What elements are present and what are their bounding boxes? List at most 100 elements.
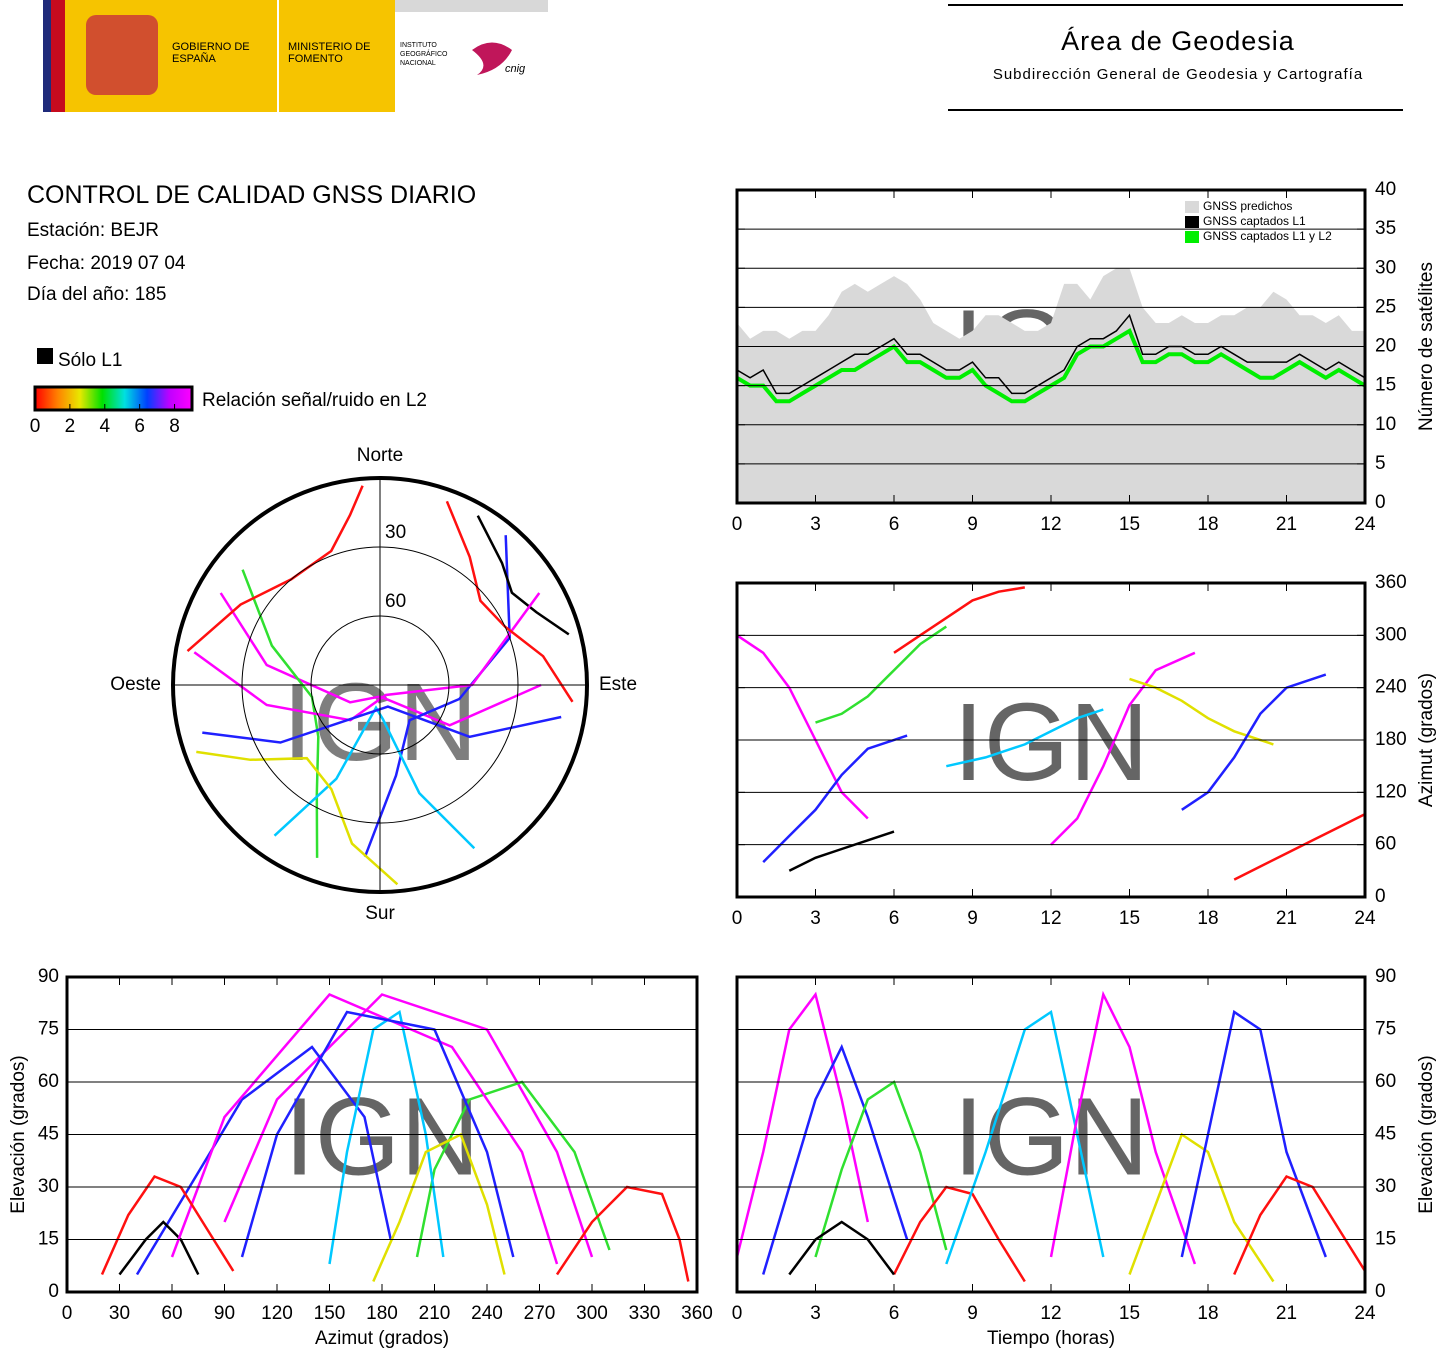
y-tick-label: 240 bbox=[1375, 677, 1407, 698]
x-tick-label: 15 bbox=[1119, 514, 1140, 535]
legend-label: GNSS captados L1 y L2 bbox=[1203, 229, 1332, 243]
legend-swatch bbox=[37, 348, 53, 364]
satellite-track bbox=[555, 1185, 690, 1282]
x-tick-label: 15 bbox=[1119, 908, 1140, 929]
x-tick-label: 15 bbox=[1119, 1303, 1140, 1324]
y-tick-label: 60 bbox=[1375, 834, 1396, 855]
elevation-ring bbox=[310, 615, 450, 755]
satellite-track bbox=[788, 830, 895, 872]
colorbar-tick-label: 8 bbox=[169, 416, 180, 437]
x-tick-label: 330 bbox=[629, 1303, 661, 1324]
institute-text: INSTITUTO GEOGRÁFICO NACIONAL bbox=[400, 42, 448, 67]
satellite-track bbox=[223, 993, 594, 1258]
legend-label: GNSS captados L1 bbox=[1203, 214, 1306, 228]
satellite-track bbox=[372, 1132, 506, 1283]
y-tick-label: 120 bbox=[1375, 781, 1407, 802]
y-tick-label: 300 bbox=[1375, 624, 1407, 645]
colorbar-tick-label: 6 bbox=[134, 416, 145, 437]
x-tick-label: 6 bbox=[889, 1303, 900, 1324]
ministry-text: MINISTERIO DE FOMENTO bbox=[288, 41, 371, 65]
x-tick-label: 60 bbox=[161, 1303, 182, 1324]
x-tick-label: 0 bbox=[732, 514, 743, 535]
satellite-track bbox=[1128, 1132, 1275, 1283]
legend-label: GNSS predichos bbox=[1203, 199, 1292, 213]
x-tick-label: 9 bbox=[967, 514, 978, 535]
y-tick-label: 0 bbox=[1375, 1281, 1386, 1302]
satellite-track bbox=[735, 991, 870, 1258]
satellite-track bbox=[445, 500, 574, 703]
y-axis-label: Azimut (grados) bbox=[1416, 673, 1437, 807]
x-tick-label: 0 bbox=[62, 1303, 73, 1324]
direction-label: Norte bbox=[357, 445, 403, 466]
satellite-track bbox=[202, 705, 562, 744]
x-tick-label: 0 bbox=[732, 908, 743, 929]
y-tick-label: 75 bbox=[1375, 1019, 1396, 1040]
gray-band bbox=[395, 0, 548, 12]
x-tick-label: 12 bbox=[1040, 1303, 1061, 1324]
plot: IGN bbox=[953, 1076, 1149, 1199]
satellite-track bbox=[118, 1220, 200, 1276]
x-tick-label: 120 bbox=[261, 1303, 293, 1324]
satellite-track bbox=[476, 515, 570, 636]
x-tick-label: 24 bbox=[1354, 908, 1376, 929]
y-tick-label: 45 bbox=[1375, 1124, 1396, 1145]
date: Fecha: 2019 07 04 bbox=[27, 253, 186, 274]
x-tick-label: 300 bbox=[576, 1303, 608, 1324]
day-of-year: Día del año: 185 bbox=[27, 284, 166, 305]
satellite-track bbox=[1050, 651, 1196, 846]
flag-stripe bbox=[51, 0, 65, 112]
x-tick-label: 21 bbox=[1276, 514, 1297, 535]
x-tick-label: 210 bbox=[419, 1303, 451, 1324]
satellite-track bbox=[945, 1009, 1105, 1265]
satellite-track bbox=[135, 1045, 392, 1276]
watermark: IGN bbox=[284, 1076, 480, 1199]
x-tick-label: 90 bbox=[214, 1303, 235, 1324]
satellite-track bbox=[1233, 812, 1366, 881]
area-title: Área de Geodesia bbox=[1061, 26, 1295, 56]
watermark: IGN bbox=[953, 1076, 1149, 1199]
x-tick-label: 18 bbox=[1197, 514, 1218, 535]
x-tick-label: 21 bbox=[1276, 1303, 1297, 1324]
x-tick-label: 3 bbox=[810, 908, 821, 929]
satellite-track bbox=[196, 750, 399, 886]
x-axis-label: Tiempo (horas) bbox=[987, 1328, 1115, 1349]
separator bbox=[277, 0, 279, 112]
horizon bbox=[171, 476, 589, 894]
y-tick-label: 90 bbox=[38, 966, 59, 987]
elevation-ring bbox=[241, 546, 519, 824]
y-tick-label: 30 bbox=[1375, 257, 1396, 278]
series-line bbox=[736, 313, 1366, 395]
plot: IGN bbox=[284, 1076, 480, 1199]
satellite-track bbox=[814, 1080, 948, 1258]
x-tick-label: 270 bbox=[524, 1303, 556, 1324]
x-axis-label: Azimut (grados) bbox=[315, 1328, 449, 1349]
satellite-track bbox=[1181, 673, 1327, 811]
y-tick-label: 30 bbox=[1375, 1176, 1396, 1197]
colorbar-label: Relación señal/ruido en L2 bbox=[202, 390, 427, 411]
x-tick-label: 6 bbox=[889, 514, 900, 535]
satellite-track bbox=[186, 485, 364, 653]
y-tick-label: 45 bbox=[38, 1124, 59, 1145]
y-tick-label: 40 bbox=[1375, 179, 1396, 200]
y-tick-label: 5 bbox=[1375, 453, 1386, 474]
y-tick-label: 0 bbox=[48, 1281, 59, 1302]
satellite-track bbox=[1129, 677, 1274, 746]
satellite-track bbox=[241, 569, 320, 858]
ring-label: 60 bbox=[385, 591, 406, 612]
y-tick-label: 15 bbox=[38, 1229, 59, 1250]
x-tick-label: 21 bbox=[1276, 908, 1297, 929]
y-tick-label: 0 bbox=[1375, 886, 1386, 907]
satellite-track bbox=[815, 625, 947, 724]
cnig-logo bbox=[472, 42, 512, 75]
y-tick-label: 60 bbox=[38, 1071, 59, 1092]
y-tick-label: 35 bbox=[1375, 218, 1396, 239]
satellite-track bbox=[100, 1174, 235, 1276]
y-tick-label: 90 bbox=[1375, 966, 1396, 987]
satellite-track bbox=[736, 634, 869, 820]
x-tick-label: 3 bbox=[810, 1303, 821, 1324]
colorbar-tick-label: 2 bbox=[65, 416, 76, 437]
satellite-track bbox=[946, 708, 1104, 768]
direction-label: Sur bbox=[365, 903, 395, 924]
legend-swatch bbox=[1185, 201, 1199, 213]
